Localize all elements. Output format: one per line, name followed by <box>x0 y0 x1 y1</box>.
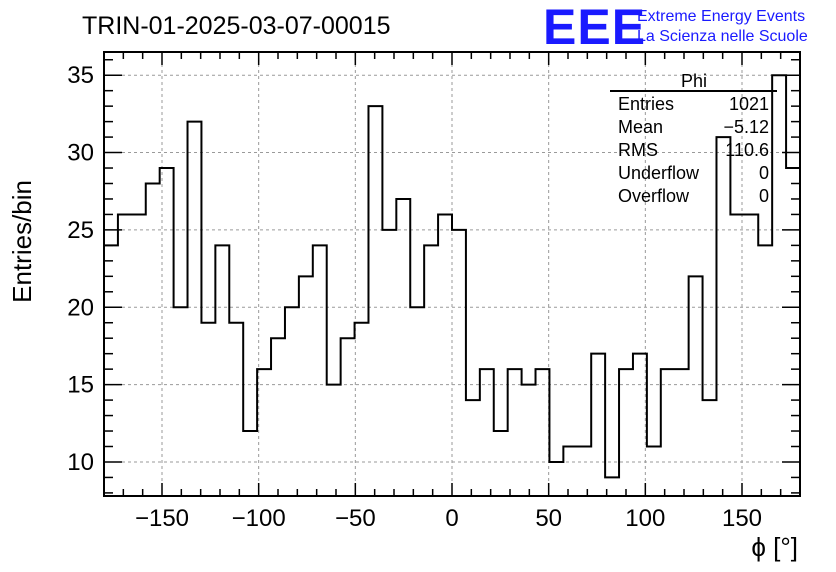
stats-overflow-value: 0 <box>759 186 769 206</box>
y-tick-label: 25 <box>67 217 94 244</box>
org-tagline: La Scienza nelle Scuole <box>637 28 808 45</box>
stats-mean-value: −5.12 <box>723 117 769 137</box>
x-tick-label: 0 <box>445 505 458 532</box>
x-tick-label: −50 <box>335 505 376 532</box>
stats-rms-label: RMS <box>618 140 658 160</box>
stats-entries-value: 1021 <box>729 94 769 114</box>
x-tick-label: −150 <box>135 505 189 532</box>
eee-logo: EEE <box>543 0 646 55</box>
histogram-outline <box>104 74 800 479</box>
stats-title: Phi <box>681 71 707 91</box>
run-title: TRIN-01-2025-03-07-00015 <box>82 12 391 40</box>
x-tick-label: 150 <box>722 505 762 532</box>
stats-mean-label: Mean <box>618 117 663 137</box>
y-axis-label: Entries/bin <box>7 180 37 303</box>
y-tick-label: 10 <box>67 449 94 476</box>
y-tick-label: 30 <box>67 140 94 167</box>
stats-box: Phi Entries 1021 Mean −5.12 RMS 110.6 Un… <box>610 71 777 206</box>
stats-rms-value: 110.6 <box>725 140 769 160</box>
org-name: Extreme Energy Events <box>637 8 805 25</box>
x-axis-label: ϕ [°] <box>751 532 798 562</box>
y-tick-label: 35 <box>67 62 94 89</box>
y-tick-label: 15 <box>67 372 94 399</box>
stats-overflow-label: Overflow <box>618 186 690 206</box>
stats-entries-label: Entries <box>618 94 674 114</box>
grid-lines <box>104 52 800 496</box>
tick-labels: −150 −100 −50 0 50 100 150 10 15 20 25 30 35 <box>67 62 762 532</box>
x-tick-label: 50 <box>535 505 562 532</box>
y-tick-label: 20 <box>67 294 94 321</box>
stats-underflow-label: Underflow <box>618 163 700 183</box>
stats-underflow-value: 0 <box>759 163 769 183</box>
axis-ticks <box>104 52 800 496</box>
x-tick-label: 100 <box>625 505 665 532</box>
x-tick-label: −100 <box>232 505 286 532</box>
